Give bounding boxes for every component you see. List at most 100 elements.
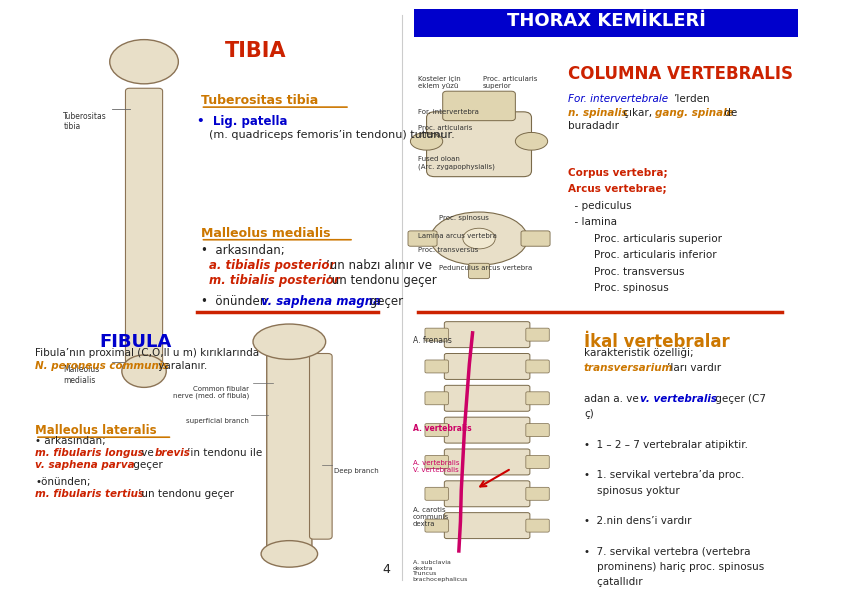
- FancyBboxPatch shape: [425, 455, 448, 468]
- Ellipse shape: [515, 133, 547, 150]
- Text: THORAX KEMİKLERİ: THORAX KEMİKLERİ: [507, 12, 706, 30]
- Text: •önünden;: •önünden;: [35, 477, 91, 487]
- FancyBboxPatch shape: [267, 340, 312, 553]
- Text: N. peroneus communis: N. peroneus communis: [35, 361, 168, 371]
- Text: Fused oloan
(Arc. zygapophysialis): Fused oloan (Arc. zygapophysialis): [418, 156, 495, 170]
- Text: ’in tendonu ile: ’in tendonu ile: [187, 448, 262, 458]
- FancyBboxPatch shape: [526, 360, 549, 373]
- FancyBboxPatch shape: [526, 392, 549, 405]
- Text: •  1. servikal vertebra’da proc.: • 1. servikal vertebra’da proc.: [584, 470, 744, 480]
- Text: yaralanır.: yaralanır.: [155, 361, 207, 371]
- Ellipse shape: [410, 133, 443, 150]
- Text: Tuberositas tibia: Tuberositas tibia: [200, 94, 317, 107]
- Text: •  7. servikal vertebra (vertebra: • 7. servikal vertebra (vertebra: [584, 547, 750, 557]
- Text: Proc. spinosus: Proc. spinosus: [568, 283, 669, 293]
- Text: v. saphena magna: v. saphena magna: [261, 295, 381, 308]
- FancyBboxPatch shape: [445, 481, 530, 507]
- FancyBboxPatch shape: [425, 487, 448, 500]
- Text: v. vertebralis: v. vertebralis: [641, 393, 717, 403]
- Text: •  önünden: • önünden: [200, 295, 270, 308]
- Ellipse shape: [122, 355, 166, 387]
- Text: Common fibular
nerve (med. of fibula): Common fibular nerve (med. of fibula): [173, 386, 249, 399]
- FancyBboxPatch shape: [425, 424, 448, 437]
- Text: (m. quadriceps femoris’in tendonu) tutunur.: (m. quadriceps femoris’in tendonu) tutun…: [209, 130, 455, 139]
- Ellipse shape: [253, 324, 326, 359]
- Ellipse shape: [109, 40, 179, 84]
- Text: gang. spinale: gang. spinale: [655, 108, 733, 118]
- FancyBboxPatch shape: [425, 392, 448, 405]
- Text: • arkasından;: • arkasından;: [35, 436, 106, 446]
- Text: Kosteler için
eklem yüzü: Kosteler için eklem yüzü: [418, 77, 461, 89]
- Text: superficial branch: superficial branch: [186, 418, 249, 424]
- FancyBboxPatch shape: [427, 112, 531, 177]
- Text: FIBULA: FIBULA: [99, 333, 172, 351]
- Text: Proc. transversus: Proc. transversus: [568, 267, 685, 277]
- FancyBboxPatch shape: [125, 88, 163, 377]
- Text: Corpus vertebra;: Corpus vertebra;: [568, 168, 668, 178]
- Text: transversarium: transversarium: [584, 363, 674, 373]
- Text: çatallıdır: çatallıdır: [584, 578, 642, 587]
- FancyBboxPatch shape: [425, 519, 448, 532]
- Text: •  1 – 2 – 7 vertebralar atipiktir.: • 1 – 2 – 7 vertebralar atipiktir.: [584, 440, 748, 450]
- Text: m. tibialis posterior: m. tibialis posterior: [209, 274, 339, 287]
- FancyBboxPatch shape: [445, 353, 530, 380]
- FancyBboxPatch shape: [445, 322, 530, 347]
- Text: Malleolus
medialis: Malleolus medialis: [63, 365, 99, 385]
- Text: A. subclavia
dextra
Truncus
brachocephalicus: A. subclavia dextra Truncus brachocephal…: [413, 560, 468, 582]
- Text: Proc. transversus: Proc. transversus: [418, 248, 479, 253]
- Text: ve: ve: [138, 448, 157, 458]
- Text: Proc. spinosus: Proc. spinosus: [439, 215, 488, 221]
- Text: Malleolus lateralis: Malleolus lateralis: [35, 424, 157, 437]
- Text: ’un tendonu geçer: ’un tendonu geçer: [328, 274, 437, 287]
- Text: A. carotis
communis
dextra: A. carotis communis dextra: [413, 507, 449, 527]
- Text: •  2.nin dens’i vardır: • 2.nin dens’i vardır: [584, 516, 691, 526]
- Text: Tuberositas
tibia: Tuberositas tibia: [63, 112, 107, 131]
- Text: de: de: [722, 108, 738, 118]
- Text: Fibula’nın proximal (C,O,II u m) kırıklarında: Fibula’nın proximal (C,O,II u m) kırıkla…: [35, 347, 259, 358]
- Text: m. fibularis longus: m. fibularis longus: [35, 448, 144, 458]
- FancyBboxPatch shape: [408, 231, 437, 246]
- Text: n. spinalis: n. spinalis: [568, 108, 627, 118]
- Text: m. fibularis tertius: m. fibularis tertius: [35, 489, 144, 499]
- Text: Lamina arcus vertebra: Lamina arcus vertebra: [418, 233, 498, 239]
- FancyBboxPatch shape: [521, 231, 550, 246]
- Text: 4: 4: [382, 563, 390, 576]
- Text: •  Lig. patella: • Lig. patella: [196, 115, 287, 128]
- FancyBboxPatch shape: [526, 487, 549, 500]
- Text: karakteristik özelliği;: karakteristik özelliği;: [584, 347, 694, 358]
- FancyBboxPatch shape: [526, 424, 549, 437]
- Text: a. tibialis posterior: a. tibialis posterior: [209, 259, 335, 272]
- FancyBboxPatch shape: [445, 417, 530, 443]
- Text: ’un tendonu geçer: ’un tendonu geçer: [137, 489, 233, 499]
- Text: spinosus yoktur: spinosus yoktur: [584, 486, 679, 496]
- Text: - pediculus: - pediculus: [568, 201, 632, 211]
- Text: Proc. articularis
inferior: Proc. articularis inferior: [418, 125, 473, 138]
- Text: adan a. ve: adan a. ve: [584, 393, 642, 403]
- FancyBboxPatch shape: [468, 264, 489, 278]
- Text: - lamina: - lamina: [568, 217, 617, 227]
- Text: Proc. articularis inferior: Proc. articularis inferior: [568, 250, 717, 261]
- Ellipse shape: [261, 541, 317, 567]
- Text: geçer: geçer: [366, 295, 403, 308]
- FancyBboxPatch shape: [526, 328, 549, 341]
- Text: ’ları vardır: ’ları vardır: [667, 363, 722, 373]
- Text: COLUMNA VERTEBRALIS: COLUMNA VERTEBRALIS: [568, 65, 793, 83]
- Text: Proc. articularis superior: Proc. articularis superior: [568, 234, 722, 244]
- Text: geçer: geçer: [131, 459, 163, 469]
- Text: prominens) hariç proc. spinosus: prominens) hariç proc. spinosus: [584, 562, 765, 572]
- Text: A. vertebralis
V. vertebralis: A. vertebralis V. vertebralis: [413, 459, 460, 472]
- Text: A. frenans: A. frenans: [413, 336, 451, 345]
- Ellipse shape: [463, 228, 495, 249]
- Text: Malleolus medialis: Malleolus medialis: [200, 227, 330, 240]
- FancyBboxPatch shape: [443, 91, 515, 121]
- FancyBboxPatch shape: [445, 513, 530, 538]
- Text: Deep branch: Deep branch: [333, 468, 379, 474]
- FancyBboxPatch shape: [445, 449, 530, 475]
- Text: For. intervertebra: For. intervertebra: [418, 109, 479, 115]
- Text: brevis: brevis: [155, 448, 190, 458]
- Text: Proc. articularis
superior: Proc. articularis superior: [483, 77, 537, 89]
- Text: Arcus vertebrae;: Arcus vertebrae;: [568, 184, 667, 195]
- Text: ’un nabzı alınır ve: ’un nabzı alınır ve: [326, 259, 432, 272]
- FancyBboxPatch shape: [526, 455, 549, 468]
- Text: Pedunculus arcus vertebra: Pedunculus arcus vertebra: [439, 265, 532, 271]
